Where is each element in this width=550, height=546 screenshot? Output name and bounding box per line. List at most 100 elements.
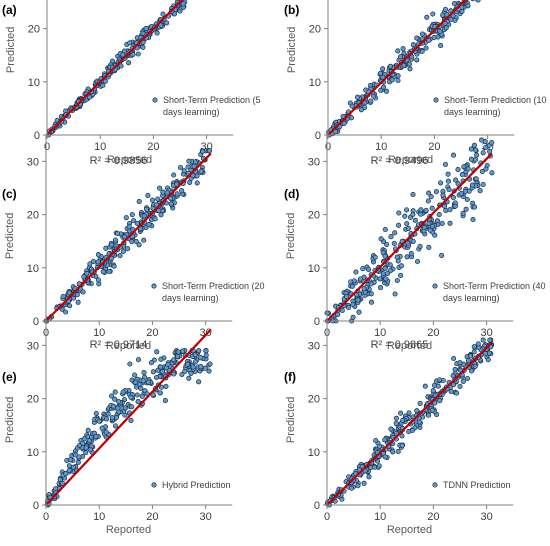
data-point bbox=[439, 220, 445, 226]
data-point bbox=[470, 0, 475, 2]
data-point bbox=[398, 263, 404, 269]
y-tick-label: 10 bbox=[27, 263, 39, 275]
data-point bbox=[129, 212, 135, 218]
data-point bbox=[471, 344, 477, 350]
data-point bbox=[360, 266, 366, 272]
data-point bbox=[332, 129, 339, 135]
data-point bbox=[388, 234, 394, 240]
data-point bbox=[350, 301, 356, 307]
data-point bbox=[424, 14, 430, 20]
data-point bbox=[453, 177, 459, 183]
data-point bbox=[399, 433, 405, 439]
data-point bbox=[66, 467, 72, 474]
data-point bbox=[74, 292, 80, 298]
data-point bbox=[372, 254, 378, 260]
data-point bbox=[180, 348, 186, 354]
data-point bbox=[120, 389, 126, 395]
data-point bbox=[185, 164, 191, 170]
data-point bbox=[382, 253, 388, 259]
data-point bbox=[84, 271, 90, 277]
data-point bbox=[335, 311, 341, 318]
data-point bbox=[388, 426, 394, 432]
data-point bbox=[472, 363, 478, 369]
data-point bbox=[155, 367, 161, 373]
data-point bbox=[378, 87, 384, 93]
data-point bbox=[487, 337, 493, 343]
data-point bbox=[387, 63, 393, 69]
data-point bbox=[366, 267, 372, 273]
data-point bbox=[168, 195, 174, 202]
data-point bbox=[459, 4, 465, 10]
data-point bbox=[135, 51, 141, 57]
data-point bbox=[400, 46, 406, 52]
data-point bbox=[358, 107, 364, 113]
y-tick-label: 10 bbox=[28, 77, 40, 89]
data-point bbox=[87, 447, 93, 453]
x-tick-label: 20 bbox=[147, 141, 159, 153]
fit-line bbox=[45, 328, 212, 506]
data-point bbox=[159, 368, 165, 375]
data-point bbox=[405, 240, 411, 246]
data-point bbox=[355, 483, 361, 489]
scatter-points bbox=[43, 148, 212, 324]
data-point bbox=[130, 51, 136, 58]
data-point bbox=[382, 265, 388, 271]
data-point bbox=[396, 222, 402, 228]
data-point bbox=[381, 84, 387, 90]
data-point bbox=[126, 224, 132, 230]
data-point bbox=[179, 371, 185, 377]
data-point bbox=[426, 37, 432, 44]
data-point bbox=[128, 394, 134, 400]
data-point bbox=[394, 254, 400, 260]
data-point bbox=[349, 485, 355, 491]
data-point bbox=[141, 237, 147, 243]
data-point bbox=[164, 190, 170, 196]
data-point bbox=[162, 398, 168, 404]
legend-label: Short-Term Prediction (20 bbox=[162, 281, 265, 291]
data-point bbox=[116, 398, 122, 405]
data-point bbox=[477, 188, 483, 194]
data-point bbox=[141, 370, 147, 376]
data-point bbox=[464, 196, 470, 203]
data-point bbox=[100, 82, 106, 89]
data-point bbox=[443, 207, 449, 213]
legend-label: Short-Term Prediction (40 bbox=[443, 281, 546, 291]
data-point bbox=[368, 281, 374, 287]
data-point bbox=[85, 427, 91, 433]
data-point bbox=[404, 207, 410, 213]
data-point bbox=[109, 415, 115, 421]
y-tick-label: 10 bbox=[308, 263, 320, 275]
legend-label: Short-Term Prediction (10 bbox=[444, 95, 547, 105]
data-point bbox=[382, 226, 388, 233]
panel-label: (d) bbox=[284, 187, 299, 201]
y-tick-label: 30 bbox=[27, 340, 39, 352]
data-point bbox=[103, 416, 110, 422]
data-point bbox=[349, 103, 355, 109]
x-tick-label: 10 bbox=[374, 327, 386, 339]
data-point bbox=[192, 352, 198, 358]
y-axis-title: Predicted bbox=[4, 397, 16, 443]
data-point bbox=[450, 382, 457, 388]
data-point bbox=[63, 309, 69, 315]
data-point bbox=[109, 393, 115, 399]
data-point bbox=[471, 142, 477, 148]
data-point bbox=[191, 163, 197, 169]
data-point bbox=[95, 252, 101, 258]
data-point bbox=[132, 379, 139, 385]
data-point bbox=[174, 353, 181, 359]
data-point bbox=[152, 216, 158, 222]
data-point bbox=[206, 148, 212, 154]
x-tick-label: 20 bbox=[427, 327, 439, 339]
data-point bbox=[465, 166, 471, 172]
x-tick-label: 30 bbox=[480, 511, 492, 523]
data-point bbox=[473, 147, 479, 153]
data-point bbox=[150, 205, 156, 211]
data-point bbox=[429, 205, 435, 211]
legend-marker bbox=[432, 482, 438, 488]
data-point bbox=[447, 220, 453, 226]
data-point bbox=[483, 144, 489, 150]
data-point bbox=[60, 293, 66, 300]
x-tick-label: 10 bbox=[93, 327, 105, 339]
